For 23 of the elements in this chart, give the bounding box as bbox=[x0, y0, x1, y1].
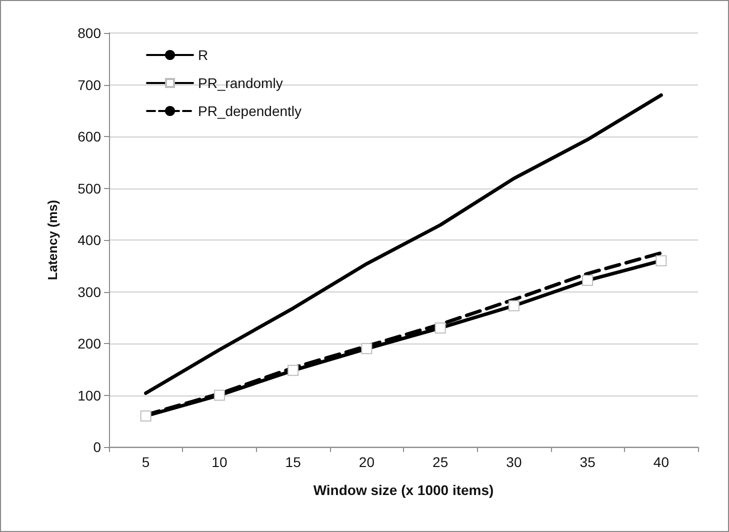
y-tick-label: 0 bbox=[93, 439, 102, 455]
legend-label: PR_randomly bbox=[198, 75, 283, 91]
y-tick-label: 200 bbox=[78, 336, 102, 352]
x-tick-label: 10 bbox=[212, 454, 228, 470]
x-tick-label: 15 bbox=[285, 454, 302, 470]
y-tick-label: 100 bbox=[78, 387, 102, 404]
legend-label: R bbox=[198, 47, 208, 63]
y-tick-label: 400 bbox=[78, 232, 102, 248]
x-tick-label: 20 bbox=[358, 454, 375, 470]
legend-label: PR_dependently bbox=[198, 103, 302, 119]
y-tick-label: 700 bbox=[78, 76, 102, 93]
y-tick-label: 800 bbox=[78, 25, 102, 41]
x-tick-label: 30 bbox=[506, 454, 522, 470]
y-tick-label: 600 bbox=[78, 128, 102, 144]
line-series bbox=[144, 93, 663, 395]
x-axis-title: Window size (x 1000 items) bbox=[313, 482, 494, 498]
x-tick-label: 25 bbox=[432, 454, 448, 470]
x-tick-label: 5 bbox=[142, 454, 150, 470]
x-tick-label: 40 bbox=[653, 454, 670, 470]
x-tick-label: 35 bbox=[580, 454, 596, 470]
y-tick-label: 500 bbox=[78, 180, 102, 196]
y-axis-title: Latency (ms) bbox=[45, 200, 60, 280]
y-tick-label: 300 bbox=[78, 284, 102, 300]
